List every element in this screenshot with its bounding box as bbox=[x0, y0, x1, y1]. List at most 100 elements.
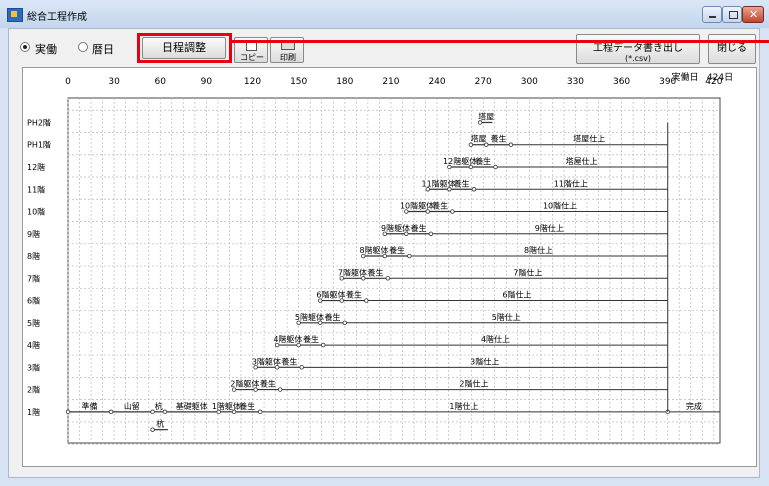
x-tick-label: 240 bbox=[428, 77, 445, 87]
task-label: 2階仕上 bbox=[459, 379, 488, 389]
x-tick-label: 180 bbox=[336, 77, 353, 87]
task-label: 完成 bbox=[686, 401, 702, 411]
task-node bbox=[450, 209, 455, 214]
export-csv-button[interactable]: 工程データ書き出し (*.csv) bbox=[576, 34, 700, 64]
task-node bbox=[425, 187, 431, 192]
task-node bbox=[258, 409, 263, 415]
close-icon: ✕ bbox=[749, 8, 759, 21]
toolbar: 実働 暦日 日程調整 コピー 印刷 工程データ書き出し (*.csv) 閉じる bbox=[8, 28, 760, 66]
task-node bbox=[150, 427, 155, 432]
task-label: 5階仕上 bbox=[492, 312, 521, 322]
plot-frame bbox=[67, 97, 721, 444]
header-total-label: 424日 bbox=[707, 72, 733, 83]
task-label: 2階躯体 bbox=[230, 379, 259, 389]
task-label: 9階仕上 bbox=[535, 223, 564, 233]
task-label: 養生 bbox=[260, 379, 276, 389]
task-label: 7階仕上 bbox=[513, 267, 542, 277]
x-tick-label: 300 bbox=[521, 77, 538, 87]
schedule-chart-svg: 0 30 60 90 120 150 180 210 240 270 300 330 360 390 420… bbox=[27, 71, 733, 445]
task-label: 養生 bbox=[454, 178, 470, 188]
task-node bbox=[253, 387, 258, 392]
floor-label: 1階 bbox=[27, 407, 40, 417]
task-label: 養生 bbox=[303, 334, 319, 344]
floor-label: 11階 bbox=[27, 184, 45, 194]
x-tick-label: 360 bbox=[613, 77, 630, 87]
floor-label: PH1階 bbox=[27, 140, 51, 150]
task-label: 4階躯体 bbox=[273, 334, 302, 344]
task-label: 7階躯体 bbox=[338, 267, 367, 277]
export-label-line2: (*.csv) bbox=[624, 54, 652, 63]
close-window-button[interactable]: ✕ bbox=[742, 6, 764, 23]
task-node bbox=[468, 142, 474, 147]
x-tick-label: 390 bbox=[659, 77, 676, 87]
task-node bbox=[150, 409, 155, 415]
x-tick-label: 270 bbox=[475, 77, 492, 87]
maximize-button[interactable] bbox=[722, 6, 742, 23]
copy-label: コピー bbox=[240, 53, 264, 62]
task-label: 11階躯体 bbox=[422, 178, 456, 188]
task-node bbox=[508, 142, 514, 147]
task-node bbox=[216, 409, 221, 415]
minimize-icon bbox=[709, 16, 716, 18]
x-tick-label: 330 bbox=[567, 77, 584, 87]
task-label: 8階仕上 bbox=[524, 245, 553, 255]
task-label: 塔屋 bbox=[478, 111, 494, 121]
floor-label: 6階 bbox=[27, 296, 40, 306]
minimize-button[interactable] bbox=[702, 6, 722, 23]
task-label: 基礎躯体 bbox=[176, 401, 208, 411]
task-label: 3階躯体 bbox=[252, 356, 281, 366]
schedule-adjust-button[interactable]: 日程調整 bbox=[142, 37, 226, 59]
task-node bbox=[385, 276, 391, 281]
close-label: 閉じる bbox=[717, 43, 747, 54]
task-label: 3階仕上 bbox=[470, 356, 499, 366]
task-node bbox=[231, 387, 237, 392]
task-node bbox=[108, 409, 114, 415]
task-node bbox=[447, 187, 452, 192]
x-tick-label: 90 bbox=[201, 77, 213, 87]
radio-jitsudo-label: 実働 bbox=[35, 43, 57, 56]
task-node bbox=[299, 365, 304, 370]
task-label: 1階躯体 bbox=[212, 401, 241, 411]
floor-label: 2階 bbox=[27, 385, 40, 395]
task-node bbox=[65, 409, 71, 415]
task-node bbox=[364, 298, 369, 303]
x-tick-label: 420 bbox=[705, 77, 722, 87]
task-label: 9階躯体 bbox=[381, 223, 410, 233]
task-node bbox=[274, 365, 280, 370]
floor-label: 5階 bbox=[27, 318, 40, 328]
task-label: 12階躯体 bbox=[443, 156, 477, 166]
task-node bbox=[296, 320, 301, 326]
schedule-adjust-label: 日程調整 bbox=[162, 41, 206, 54]
title-bar: 総合工程作成 ✕ bbox=[0, 0, 769, 28]
task-node bbox=[231, 409, 237, 415]
task-label: 6階仕上 bbox=[502, 290, 531, 300]
x-tick-label: 120 bbox=[244, 77, 261, 87]
task-label: 11階仕上 bbox=[554, 178, 588, 188]
task-label: 塔屋仕上 bbox=[573, 134, 605, 144]
task-node bbox=[382, 253, 387, 259]
app-icon bbox=[7, 8, 23, 22]
task-node bbox=[162, 409, 168, 415]
task-label: 8階躯体 bbox=[359, 245, 388, 255]
floor-label: 9階 bbox=[27, 229, 40, 239]
task-label: 養生 bbox=[432, 201, 448, 211]
task-label: 4階仕上 bbox=[481, 334, 510, 344]
radio-jitsudo[interactable] bbox=[20, 42, 30, 52]
task-label: 10階躯体 bbox=[400, 201, 434, 211]
close-button[interactable]: 閉じる bbox=[708, 34, 756, 64]
x-tick-label: 60 bbox=[155, 77, 167, 87]
task-node bbox=[361, 276, 366, 281]
task-label: 養生 bbox=[239, 401, 255, 411]
task-label: 6階躯体 bbox=[316, 290, 345, 300]
task-node bbox=[471, 187, 477, 192]
print-label: 印刷 bbox=[280, 53, 296, 62]
task-node bbox=[404, 209, 409, 214]
maximize-icon bbox=[729, 11, 738, 19]
floor-label: 7階 bbox=[27, 273, 40, 283]
task-node bbox=[477, 120, 483, 125]
task-label: 塔屋 bbox=[471, 134, 487, 144]
x-tick-label: 210 bbox=[382, 77, 399, 87]
radio-rekibi[interactable] bbox=[78, 42, 88, 52]
radio-rekibi-label: 暦日 bbox=[92, 43, 114, 56]
task-label: 準備 bbox=[82, 401, 98, 411]
